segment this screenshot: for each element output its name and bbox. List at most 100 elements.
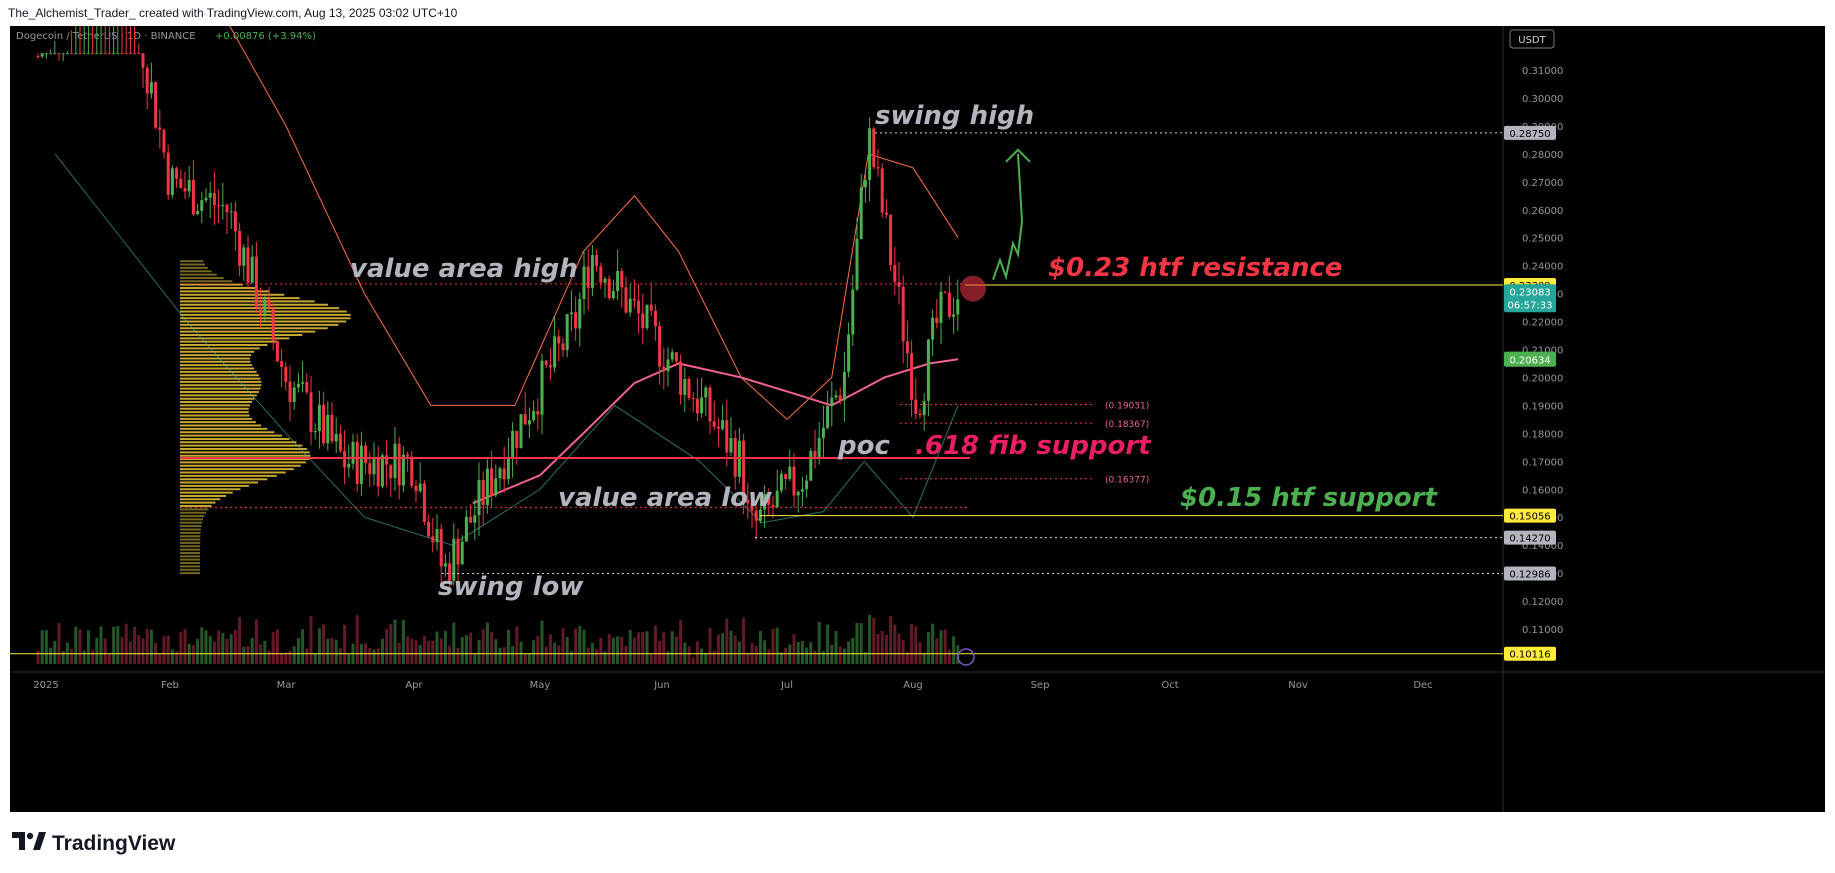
candle-body <box>469 516 473 523</box>
volume-bar <box>494 639 498 664</box>
volume-bar <box>78 629 82 664</box>
candle-body <box>947 292 951 317</box>
candle-body <box>145 67 149 94</box>
candle-body <box>313 431 317 433</box>
price-tick-label: 0.28000 <box>1522 150 1563 161</box>
volume-bar <box>506 629 510 664</box>
volume-bar <box>422 635 426 664</box>
candle-body <box>338 433 342 451</box>
volume-bar <box>771 628 775 664</box>
volume-bar <box>687 646 691 664</box>
chart-header-title: The_Alchemist_Trader_ created with Tradi… <box>0 0 1835 26</box>
volume-bar <box>712 650 716 664</box>
time-tick-label: Aug <box>903 680 923 691</box>
volume-bar <box>431 640 435 664</box>
candle-body <box>95 53 99 55</box>
volume-bar <box>271 632 275 664</box>
volume-bar <box>309 616 313 664</box>
volume-bar <box>141 638 145 664</box>
candle-body <box>149 82 153 94</box>
candle-body <box>359 445 363 484</box>
volume-bar <box>61 651 65 664</box>
candle-body <box>170 168 174 195</box>
candle-body <box>254 256 258 308</box>
candle-body <box>515 430 519 449</box>
tradingview-brand-name: TradingView <box>52 832 176 855</box>
candle-body <box>683 378 687 395</box>
candle-body <box>905 341 909 354</box>
volume-bar <box>523 653 527 664</box>
candle-body <box>729 438 733 453</box>
price-tag-countdown: 06:57:33 <box>1508 300 1553 311</box>
volume-bar <box>372 649 376 664</box>
volume-bar <box>502 647 506 664</box>
fib-level-label: (0.18367) <box>1105 420 1149 430</box>
candle-body <box>448 563 452 581</box>
price-tag <box>1504 530 1556 545</box>
candle-body <box>540 360 544 415</box>
volume-bar <box>112 626 116 664</box>
volume-bar <box>448 645 452 664</box>
volume-bar <box>204 630 208 664</box>
volume-bar <box>36 650 40 664</box>
candle-body <box>364 445 368 464</box>
candle-body <box>784 474 788 479</box>
volume-bar <box>809 642 813 664</box>
candle-body <box>712 421 716 427</box>
candle-body <box>876 167 880 169</box>
annotation-value-area-low: value area low <box>558 483 773 513</box>
candle-body <box>956 299 960 315</box>
price-tag-label: 0.28750 <box>1509 129 1550 140</box>
candle-body <box>431 536 435 543</box>
candle-body <box>796 491 800 496</box>
candle-body <box>250 256 254 283</box>
candle-body <box>271 308 275 342</box>
candle-body <box>632 298 636 301</box>
chart-frame[interactable]: Dogecoin / TetherUS · 1D · BINANCE +0.00… <box>10 0 1825 812</box>
volume-bar <box>645 631 649 664</box>
tradingview-logo[interactable]: TradingView <box>12 832 175 856</box>
candle-body <box>624 287 628 313</box>
candle-body <box>242 247 246 266</box>
volume-bar <box>473 653 477 664</box>
currency-box <box>1509 29 1555 49</box>
volume-bar <box>578 625 582 664</box>
volume-bar <box>729 630 733 664</box>
candle-body <box>805 480 809 490</box>
volume-bar <box>338 648 342 664</box>
candle-body <box>154 82 158 128</box>
volume-bar <box>779 652 783 664</box>
volume-bar <box>817 621 821 664</box>
candle-body <box>477 479 481 516</box>
volume-bar <box>427 640 431 664</box>
candle-body <box>704 387 708 398</box>
price-tick-label: 0.25000 <box>1522 234 1563 245</box>
candle-body <box>120 53 124 55</box>
candle-body <box>931 317 935 340</box>
volume-bar <box>561 628 565 664</box>
candle-body <box>330 414 334 442</box>
annotation-swing-high: swing high <box>875 101 1034 131</box>
candle-body <box>548 365 552 368</box>
chart-canvas[interactable]: Dogecoin / TetherUS · 1D · BINANCE +0.00… <box>10 0 1825 812</box>
time-tick-label: Sep <box>1031 680 1050 691</box>
volume-bar <box>868 614 872 664</box>
candle-body <box>645 304 649 329</box>
candle-body <box>179 178 183 189</box>
volume-bar <box>872 617 876 664</box>
volume-bar <box>145 628 149 664</box>
candle-body <box>259 307 263 314</box>
candle-body <box>746 499 750 504</box>
volume-bar <box>784 647 788 664</box>
candle-body <box>162 129 166 153</box>
bollinger-upper-line <box>214 0 959 421</box>
volume-bar <box>746 652 750 664</box>
volume-bar <box>410 638 414 664</box>
volume-bar <box>133 626 137 664</box>
candle-body <box>506 458 510 480</box>
price-tick-label: 0.31000 <box>1522 66 1563 77</box>
volume-bar <box>406 636 410 664</box>
volume-bar <box>847 641 851 664</box>
time-tick-label: May <box>530 680 551 691</box>
volume-bar <box>880 630 884 664</box>
